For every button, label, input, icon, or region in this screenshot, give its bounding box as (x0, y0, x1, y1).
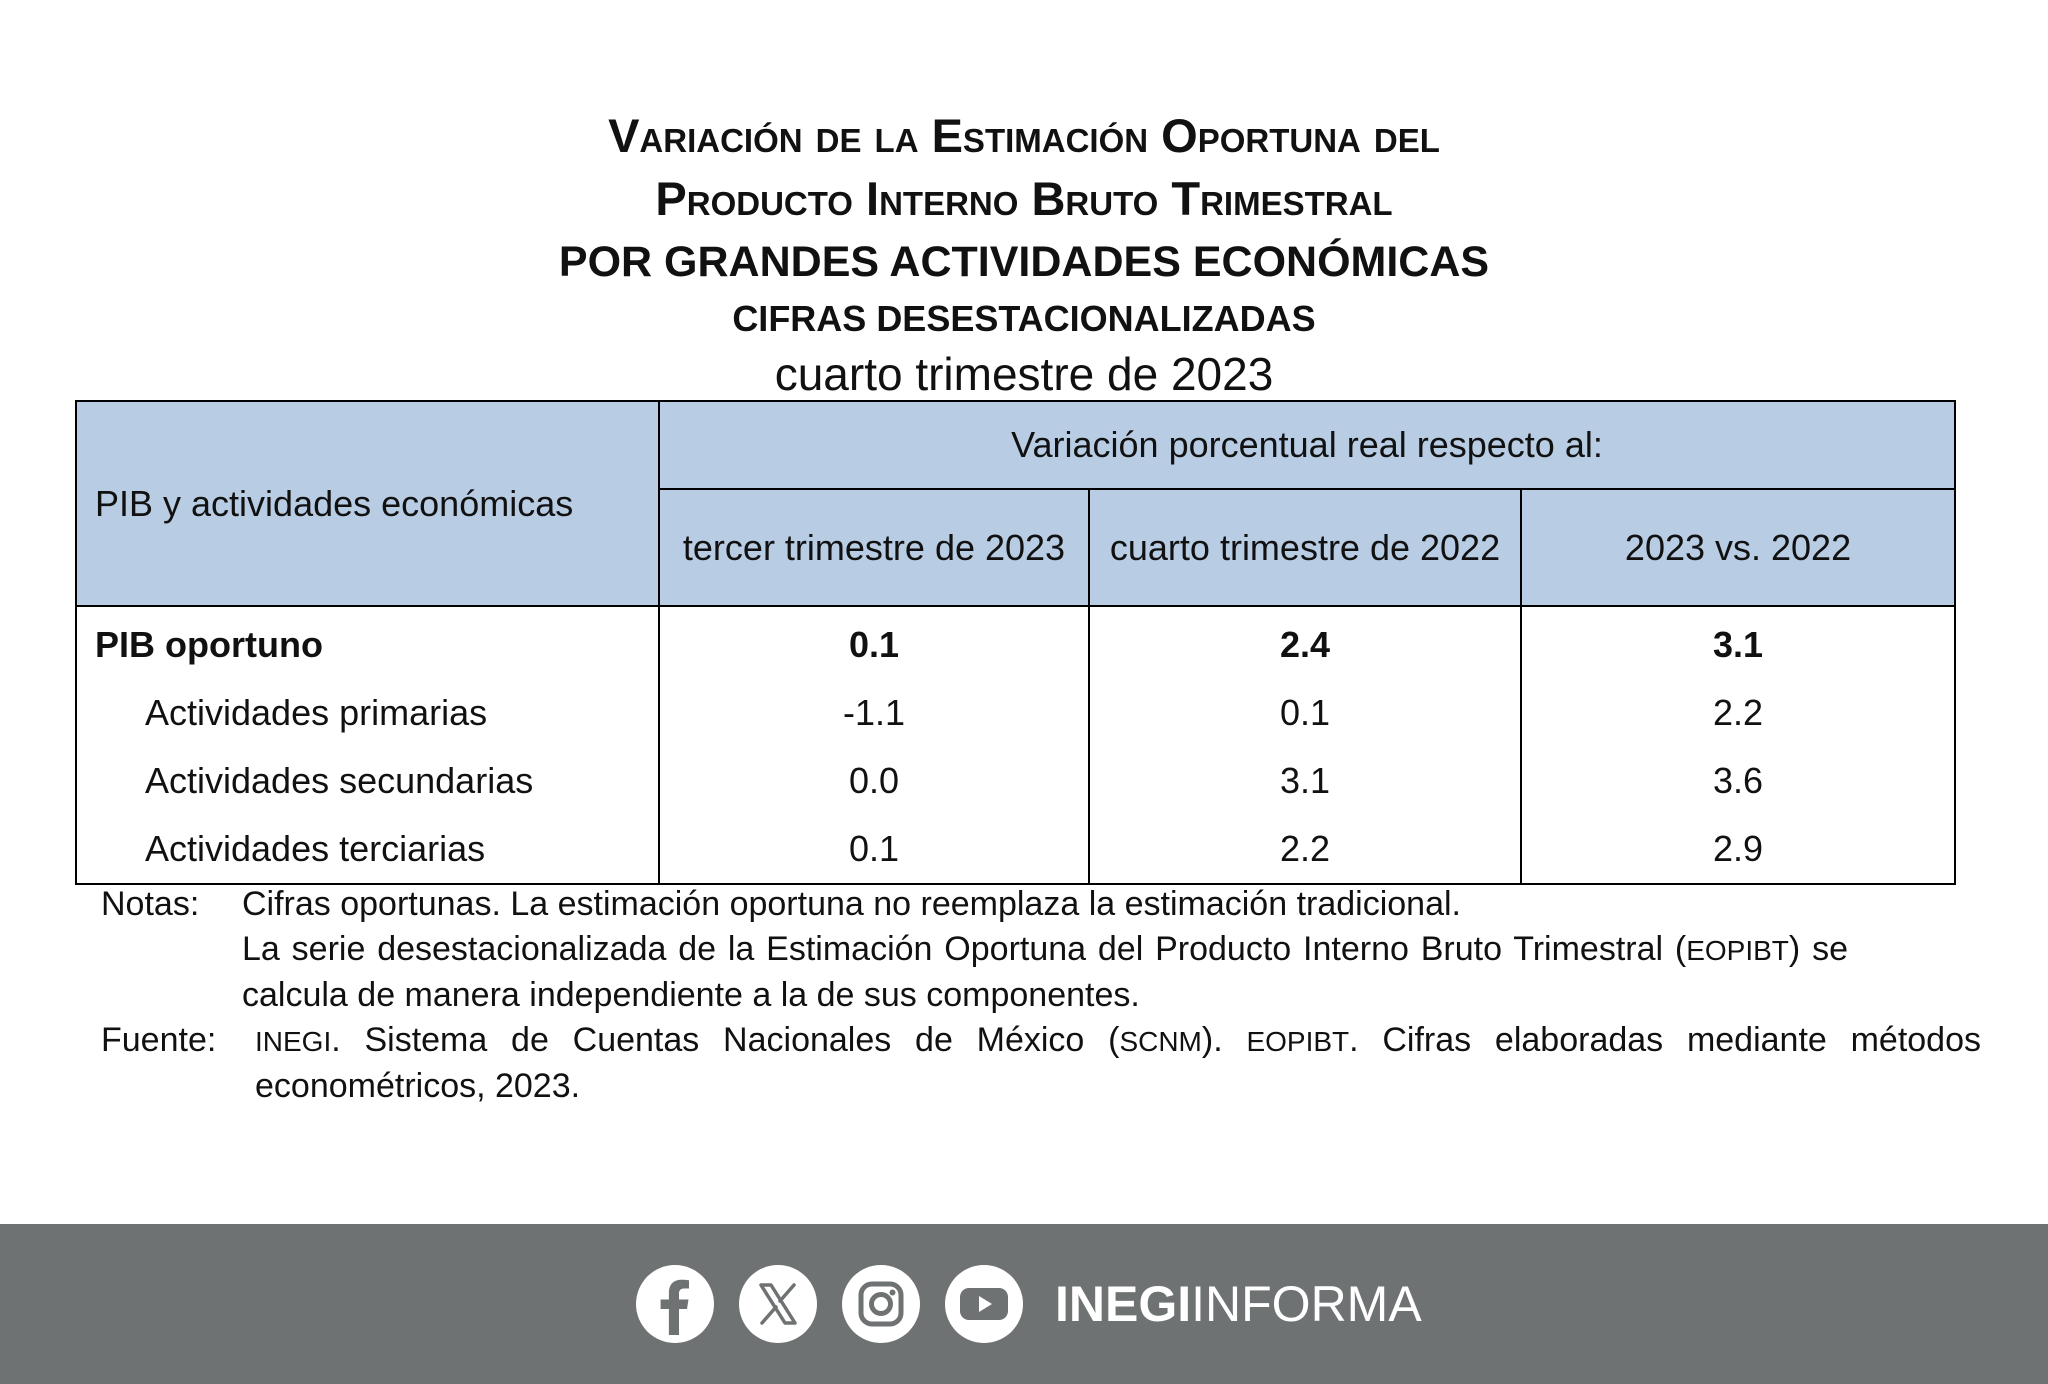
table-row: Actividades terciarias 0.1 2.2 2.9 (75, 815, 1957, 885)
row-header: PIB y actividades económicas (75, 400, 660, 607)
column-header: 2023 vs. 2022 (1519, 488, 1957, 607)
x-icon[interactable] (739, 1265, 817, 1343)
title-period: cuarto trimestre de 2023 (774, 348, 1274, 400)
column-header: cuarto trimestre de 2022 (1088, 488, 1522, 607)
table-cell: 0.1 (658, 815, 1090, 885)
table-cell: 0.1 (1088, 679, 1522, 747)
note-1: Cifras oportunas. La estimación oportuna… (242, 885, 1461, 923)
inegi-informa-logo: INEGIINFORMA (1055, 1276, 1422, 1332)
source-text: INEGI. Sistema de Cuentas Nacionales de … (255, 1021, 1981, 1105)
note-2: La serie desestacionalizada de la Estima… (242, 930, 1848, 1014)
notes-label: Notas: (101, 885, 200, 923)
title-line-3: POR GRANDES ACTIVIDADES ECONÓMICAS (558, 238, 1490, 286)
column-header: tercer trimestre de 2023 (658, 488, 1090, 607)
table-row: PIB oportuno 0.1 2.4 3.1 (75, 606, 1957, 679)
table-cell: 2.9 (1519, 815, 1957, 885)
table-cell: 0.1 (658, 606, 1090, 679)
social-links: INEGIINFORMA (636, 1264, 1422, 1344)
title-line-4: CIFRAS DESESTACIONALIZADAS (732, 298, 1316, 339)
title-line-1: Variación de la Estimación Oportuna del (608, 109, 1440, 162)
source-label: Fuente: (101, 1021, 217, 1059)
table-cell: 2.4 (1088, 606, 1522, 679)
title-line-2: Producto Interno Bruto Trimestral (655, 172, 1393, 225)
instagram-icon[interactable] (842, 1265, 920, 1343)
table-cell: 2.2 (1519, 679, 1957, 747)
table-row: Actividades secundarias 0.0 3.1 3.6 (75, 747, 1957, 815)
row-label: Actividades secundarias (75, 747, 660, 815)
table-cell: 3.6 (1519, 747, 1957, 815)
table-cell: 0.0 (658, 747, 1090, 815)
report-title: Variación de la Estimación Oportuna del … (0, 104, 2048, 230)
row-label: PIB oportuno (75, 606, 660, 679)
table-row: Actividades primarias -1.1 0.1 2.2 (75, 679, 1957, 747)
footer-bar: INEGIINFORMA (0, 1224, 2048, 1384)
table-cell: 2.2 (1088, 815, 1522, 885)
table-cell: 3.1 (1519, 606, 1957, 679)
group-header: Variación porcentual real respecto al: (657, 400, 1957, 490)
table-cell: -1.1 (658, 679, 1090, 747)
gdp-variation-table: PIB y actividades económicas Variación p… (75, 400, 1957, 885)
table-notes: Notas: Cifras oportunas. La estimación o… (101, 882, 1981, 1109)
facebook-icon[interactable] (636, 1265, 714, 1343)
notes-block: Notas: Cifras oportunas. La estimación o… (101, 882, 1981, 1018)
row-label: Actividades terciarias (75, 815, 660, 885)
youtube-icon[interactable] (945, 1265, 1023, 1343)
table-cell: 3.1 (1088, 747, 1522, 815)
row-label: Actividades primarias (75, 679, 660, 747)
source-block: Fuente: INEGI. Sistema de Cuentas Nacion… (101, 1018, 1981, 1109)
